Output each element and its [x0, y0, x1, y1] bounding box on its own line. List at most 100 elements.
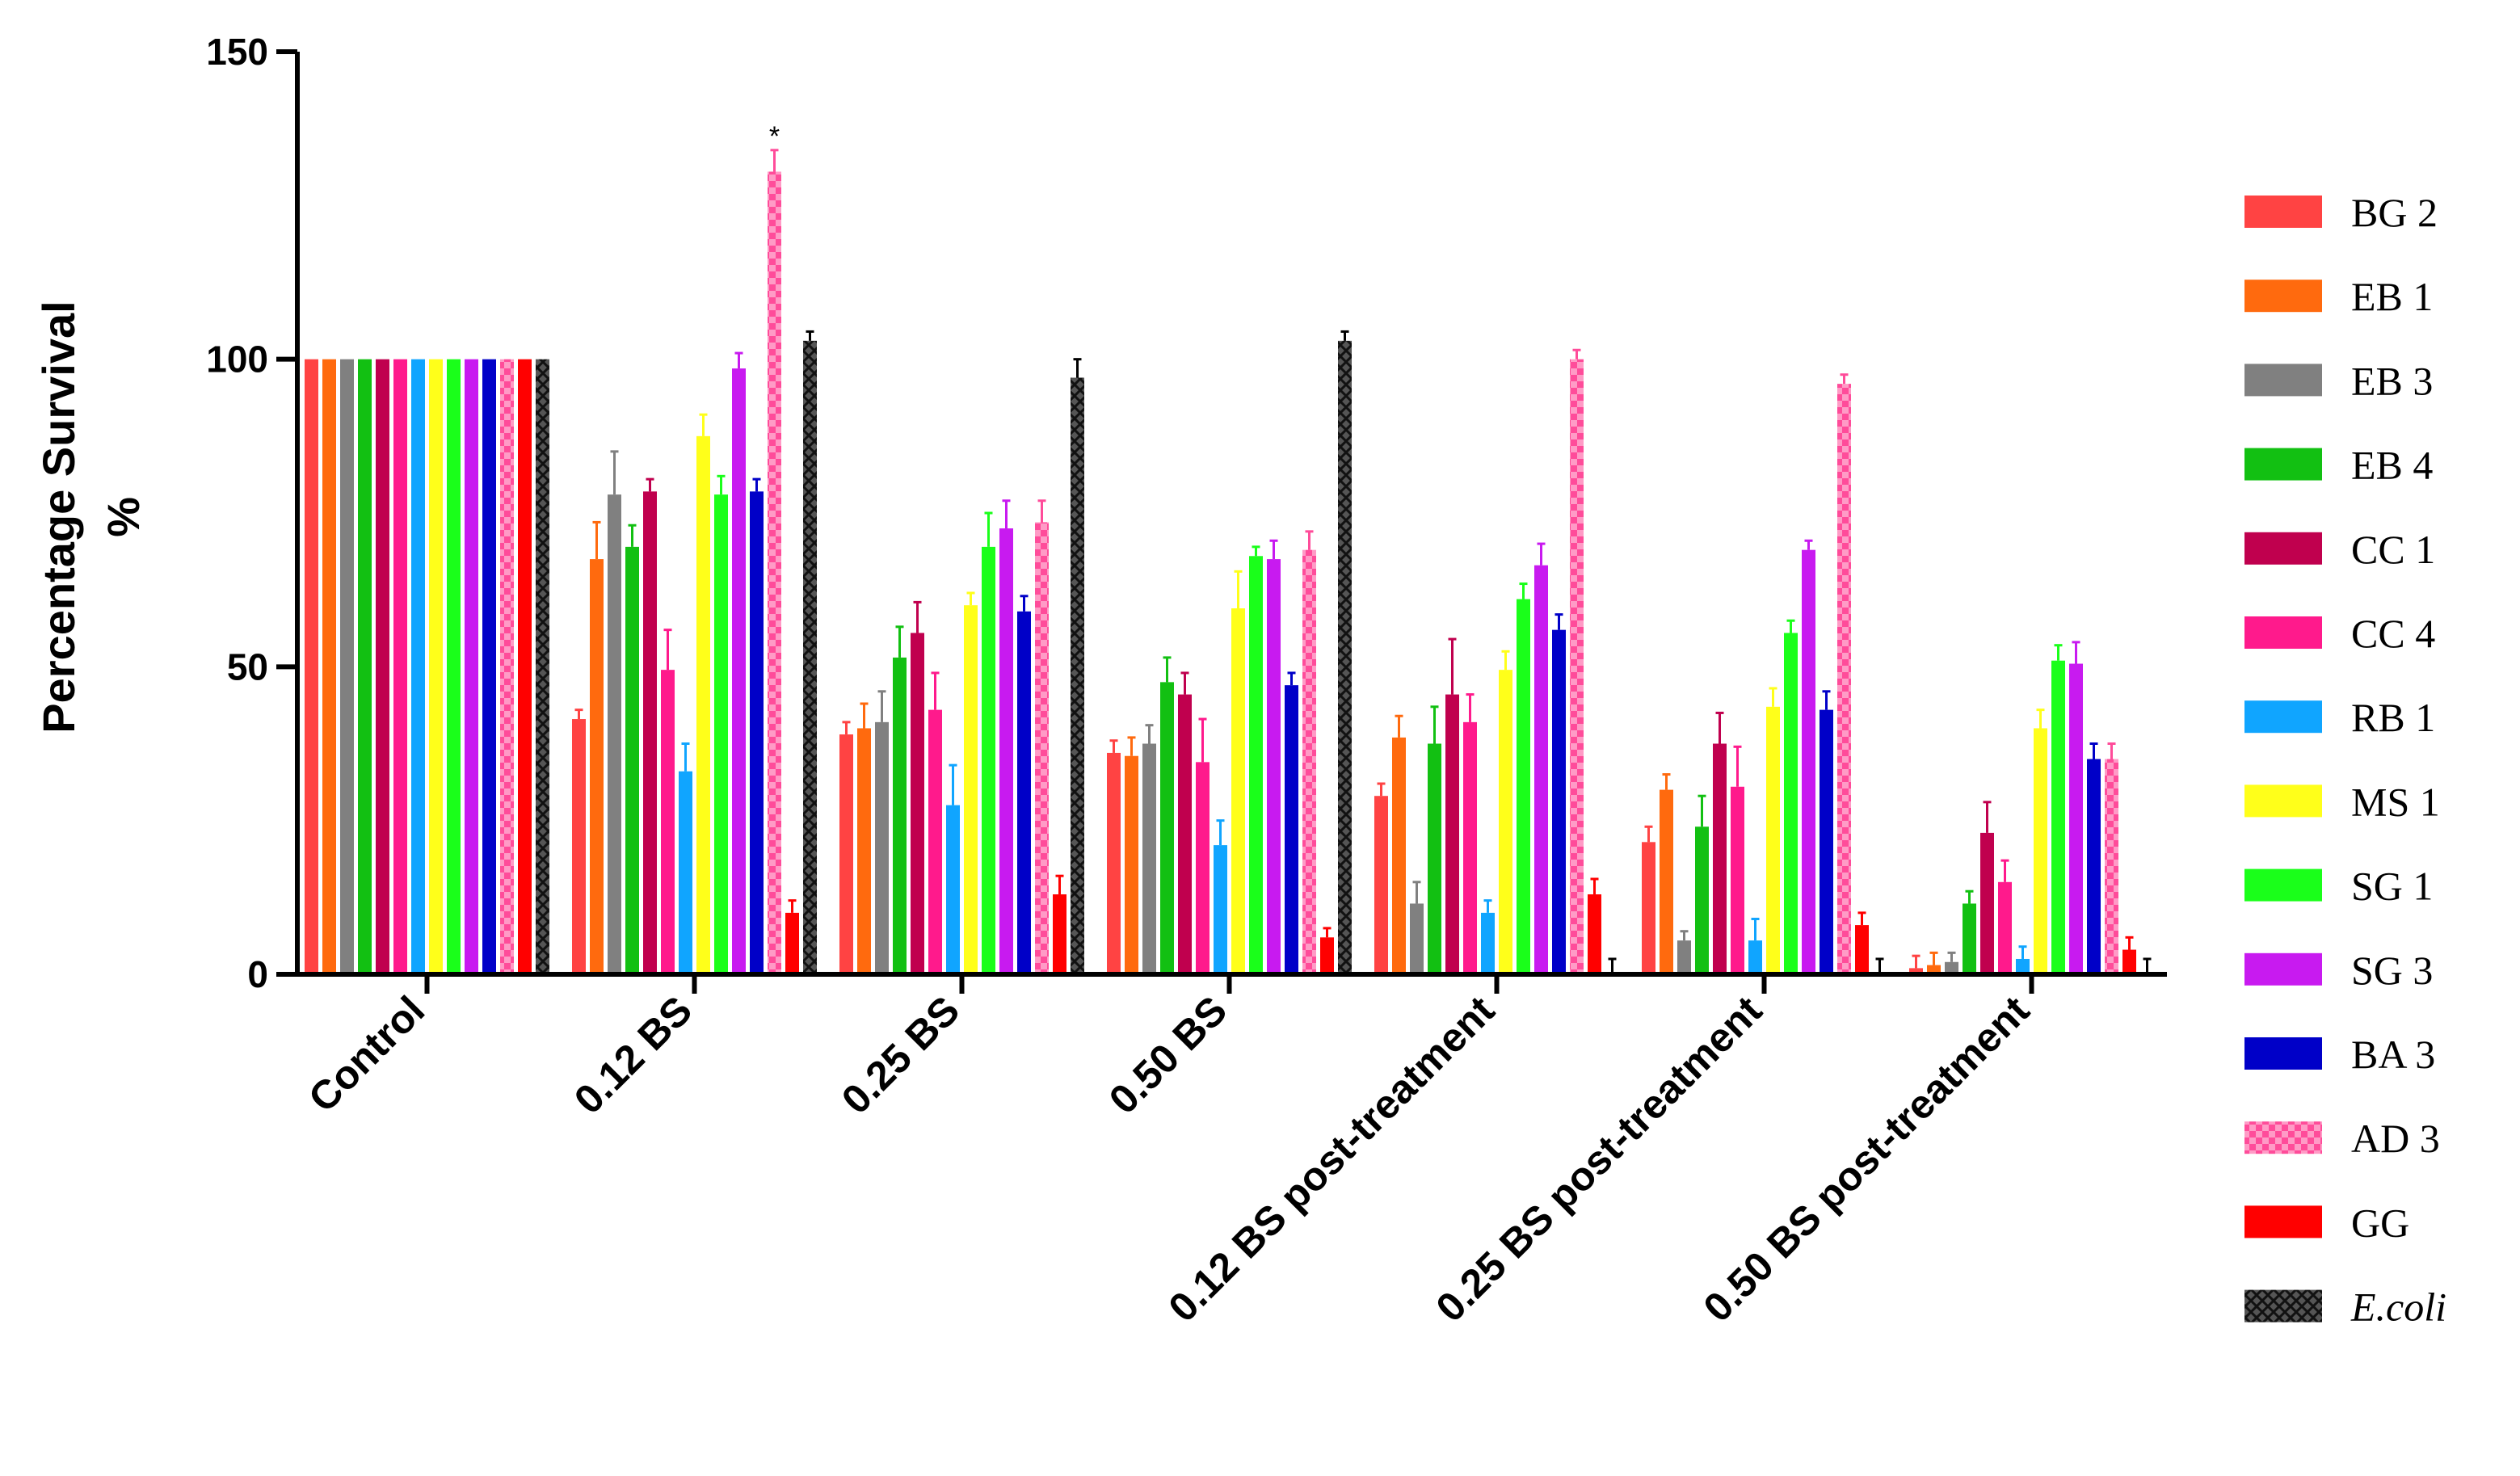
bar-eb-3-3: [1142, 743, 1156, 974]
bar-ms-1-2: [964, 605, 978, 974]
bar-ad-3-4: [1570, 359, 1584, 975]
bar-bg-2-3: [1107, 752, 1121, 974]
bar-sg-1-6: [2051, 660, 2065, 974]
bar-sg-1-2: [982, 546, 995, 974]
bar-sg-3-2: [999, 528, 1013, 974]
legend-swatch: [2244, 868, 2322, 902]
bar-eb-3-4: [1410, 903, 1424, 974]
bar-cc-4-6: [1998, 881, 2012, 974]
bar-rb-1-0: [411, 359, 425, 975]
bar-gg-3: [1320, 937, 1334, 974]
bar-eb-1-0: [322, 359, 336, 975]
x-tick-label: Control: [300, 987, 433, 1121]
bar-sg-3-6: [2069, 663, 2083, 974]
bar-eb-1-3: [1125, 755, 1138, 974]
legend-swatch: [2244, 952, 2322, 986]
legend-swatch: [2244, 1289, 2322, 1323]
bar-gg-5: [1855, 925, 1869, 974]
plot-area: *: [305, 121, 2152, 975]
legend-label: BG 2: [2351, 190, 2438, 235]
bar-sg-3-5: [1802, 549, 1815, 974]
bar-rb-1-6: [2016, 958, 2030, 974]
legend-label: EB 1: [2351, 274, 2433, 319]
legend-swatch: [2244, 616, 2322, 649]
y-axis-title: Percentage Survival: [33, 301, 84, 733]
legend-label: CC 4: [2351, 611, 2435, 656]
bar-ba-3-3: [1285, 685, 1298, 974]
legend-label: AD 3: [2351, 1116, 2440, 1161]
bar-ad-3-5: [1837, 384, 1851, 974]
y-tick-label: 50: [227, 645, 268, 688]
bar-ba-3-0: [482, 359, 496, 975]
bar-cc-1-6: [1980, 832, 1994, 974]
bar-rb-1-3: [1214, 845, 1227, 974]
y-tick-label: 100: [206, 339, 268, 381]
bar-eb-3-0: [340, 359, 354, 975]
bar-cc-1-1: [643, 491, 657, 974]
bar-eb-1-5: [1660, 789, 1673, 974]
bar-eb-1-4: [1392, 737, 1406, 974]
legend-swatch: [2244, 532, 2322, 565]
bar-bg-2-5: [1642, 842, 1655, 974]
x-tick-label: 0.12 BS: [566, 987, 700, 1122]
bar-rb-1-1: [679, 771, 692, 974]
bar-e-coli-3: [1338, 340, 1352, 974]
bar-gg-0: [518, 359, 532, 975]
bar-sg-3-3: [1267, 559, 1281, 974]
bar-ba-3-2: [1017, 611, 1031, 974]
bar-eb-3-1: [608, 494, 621, 974]
bar-bg-2-0: [305, 359, 318, 975]
legend-label: SG 3: [2351, 948, 2433, 993]
bar-bg-2-1: [572, 719, 586, 974]
bar-rb-1-4: [1481, 912, 1495, 974]
bar-ms-1-4: [1499, 670, 1512, 974]
bar-bg-2-4: [1374, 796, 1388, 974]
y-axis-unit: %: [98, 497, 149, 537]
bar-e-coli-0: [536, 359, 549, 975]
legend-label: EB 3: [2351, 358, 2433, 403]
bar-eb-4-5: [1695, 826, 1709, 974]
bar-cc-1-0: [376, 359, 389, 975]
bar-eb-1-6: [1927, 965, 1941, 974]
bar-cc-4-0: [393, 359, 407, 975]
bar-cc-1-2: [911, 633, 924, 974]
bar-ms-1-1: [696, 435, 710, 974]
legend-swatch: [2244, 1205, 2322, 1238]
bar-eb-4-2: [893, 657, 907, 974]
bar-eb-4-1: [625, 546, 639, 974]
y-tick-label: 150: [206, 31, 268, 73]
bar-sg-1-3: [1249, 556, 1263, 974]
bar-ad-3-1: [768, 171, 781, 974]
bar-gg-6: [2122, 949, 2136, 974]
legend-label: E.coli: [2350, 1285, 2446, 1330]
legend-swatch: [2244, 448, 2322, 481]
bar-bg-2-2: [839, 734, 853, 974]
bar-sg-1-4: [1517, 599, 1530, 974]
bar-cc-4-2: [928, 709, 942, 974]
bar-eb-4-0: [358, 359, 372, 975]
bar-eb-1-1: [590, 559, 604, 974]
bar-sg-3-0: [465, 359, 478, 975]
bar-rb-1-5: [1748, 940, 1762, 974]
bar-sg-1-5: [1784, 633, 1798, 974]
bar-eb-4-3: [1160, 682, 1174, 974]
legend-label: GG: [2351, 1200, 2409, 1245]
bar-cc-4-3: [1196, 762, 1210, 974]
bar-sg-1-0: [447, 359, 461, 975]
legend-swatch: [2244, 700, 2322, 734]
bar-ba-3-5: [1820, 709, 1833, 974]
bar-ms-1-3: [1231, 608, 1245, 974]
bar-sg-3-1: [732, 368, 746, 974]
legend-label: SG 1: [2351, 864, 2433, 909]
bar-cc-1-3: [1178, 694, 1192, 974]
bar-cc-1-5: [1713, 743, 1727, 974]
bar-ad-3-6: [2105, 759, 2118, 974]
significance-annotation: *: [769, 121, 780, 152]
legend: BG 2 EB 1 EB 3 EB 4 CC 1 CC 4 RB 1 MS 1 SG 1 SG 3…: [2244, 190, 2446, 1330]
legend-swatch: [2244, 1121, 2322, 1154]
bar-ba-3-4: [1552, 629, 1566, 974]
legend-swatch: [2244, 196, 2322, 228]
bar-ms-1-0: [429, 359, 443, 975]
bar-sg-1-1: [714, 494, 728, 974]
